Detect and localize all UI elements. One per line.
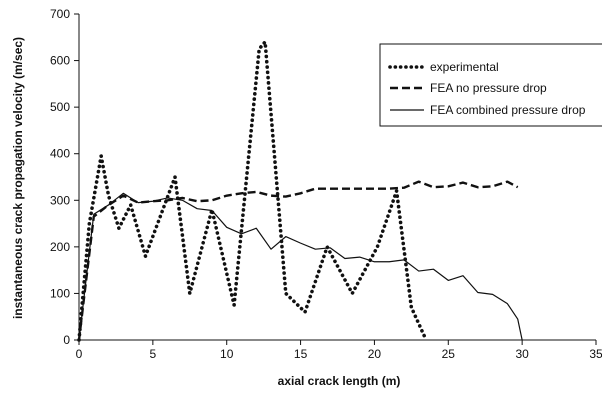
y-axis-title: instantaneous crack propagation velocity… — [11, 37, 25, 319]
y-tick-label: 700 — [50, 7, 70, 21]
x-tick-label: 0 — [76, 347, 83, 361]
legend-box — [379, 43, 602, 127]
legend-label: experimental — [430, 60, 499, 74]
y-tick-label: 600 — [50, 54, 70, 68]
x-tick-label: 35 — [589, 347, 602, 361]
x-tick-label: 5 — [150, 347, 157, 361]
x-tick-label: 25 — [442, 347, 456, 361]
legend-label: FEA combined pressure drop — [430, 103, 586, 117]
y-tick-label: 100 — [50, 286, 70, 300]
y-tick-label: 200 — [50, 240, 70, 254]
x-tick-label: 10 — [220, 347, 234, 361]
x-tick-label: 15 — [294, 347, 308, 361]
x-tick-label: 20 — [368, 347, 382, 361]
y-tick-label: 0 — [63, 333, 70, 347]
legend-label: FEA no pressure drop — [430, 81, 547, 95]
series-line-solid — [78, 192, 523, 341]
legend: experimental FEA no pressure drop FEA comb… — [379, 43, 602, 127]
x-tick-label: 30 — [515, 347, 529, 361]
y-tick-label: 400 — [50, 147, 70, 161]
series-line-dotted — [77, 40, 428, 342]
axes-layer: 0 5 10 15 20 25 30 35 0 100 200 300 400 500 600 700 — [50, 7, 602, 361]
y-tick-label: 500 — [50, 100, 70, 114]
y-tick-label: 300 — [50, 193, 70, 207]
series-line-dashed — [77, 180, 519, 341]
series-layer — [77, 40, 523, 342]
x-axis-title: axial crack length (m) — [278, 374, 401, 388]
